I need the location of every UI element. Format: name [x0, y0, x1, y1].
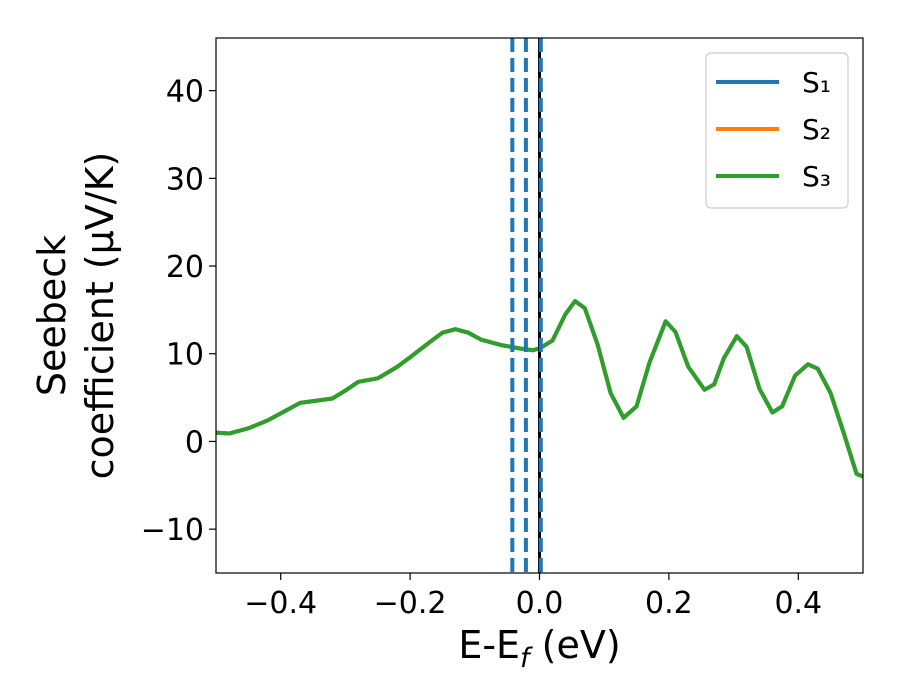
y-tick-label: −10	[141, 513, 204, 548]
x-tick-label: 0.0	[516, 586, 564, 621]
x-tick-label: 0.4	[774, 586, 822, 621]
legend-label: S₂	[802, 113, 831, 146]
plot-frame	[215, 37, 864, 574]
y-axis-label: coefficient (μV/K)	[78, 152, 122, 480]
x-tick-label: −0.4	[244, 586, 317, 621]
y-tick-label: 30	[166, 162, 204, 197]
y-tick-label: 20	[166, 250, 204, 285]
y-tick-label: 0	[185, 425, 204, 460]
legend-label: S₃	[802, 160, 831, 193]
y-tick-label: 40	[166, 75, 204, 110]
x-tick-label: −0.2	[374, 586, 447, 621]
line	[216, 299, 863, 479]
x-axis-label: E-Ef (eV)	[458, 623, 620, 674]
y-tick-label: 10	[166, 338, 204, 373]
legend-label: S₁	[802, 66, 831, 99]
x-label-main: E-E	[458, 623, 520, 667]
x-tick-label: 0.2	[645, 586, 693, 621]
y-axis-label: Seebeck	[30, 235, 74, 396]
x-label-rest: (eV)	[530, 623, 621, 667]
